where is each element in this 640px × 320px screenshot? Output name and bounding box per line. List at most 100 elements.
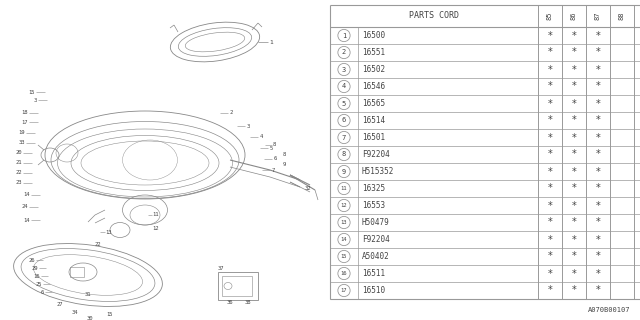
Text: *: * <box>548 285 552 295</box>
Text: 85: 85 <box>547 12 553 20</box>
Text: 16: 16 <box>340 271 348 276</box>
Text: *: * <box>548 149 552 159</box>
Text: *: * <box>596 30 600 41</box>
Text: H515352: H515352 <box>362 167 394 176</box>
Text: *: * <box>548 218 552 228</box>
Text: 16: 16 <box>33 274 40 278</box>
Text: *: * <box>572 99 577 108</box>
Bar <box>222 276 252 296</box>
Text: *: * <box>572 166 577 177</box>
Text: 7: 7 <box>272 167 275 172</box>
Text: *: * <box>572 65 577 75</box>
Text: 21: 21 <box>15 161 22 165</box>
Text: 27: 27 <box>57 302 63 308</box>
Text: 12: 12 <box>152 226 159 230</box>
Text: A50402: A50402 <box>362 252 390 261</box>
Text: *: * <box>596 201 600 211</box>
Text: 16500: 16500 <box>362 31 385 40</box>
Text: 23: 23 <box>15 180 22 186</box>
Text: *: * <box>572 116 577 125</box>
Text: 13: 13 <box>105 229 111 235</box>
Text: *: * <box>548 268 552 278</box>
Text: 15: 15 <box>340 254 348 259</box>
Text: *: * <box>572 252 577 261</box>
Text: *: * <box>572 149 577 159</box>
Text: 6: 6 <box>274 156 277 162</box>
Text: 36: 36 <box>227 300 233 305</box>
Text: 5: 5 <box>342 100 346 107</box>
Text: 32: 32 <box>305 186 312 190</box>
Text: *: * <box>572 183 577 194</box>
Text: 6: 6 <box>342 117 346 124</box>
Text: 14: 14 <box>340 237 348 242</box>
Text: 8: 8 <box>342 151 346 157</box>
Text: *: * <box>572 235 577 244</box>
Text: *: * <box>596 132 600 142</box>
Text: 1: 1 <box>269 39 273 44</box>
Text: 26: 26 <box>29 258 35 262</box>
Text: 9: 9 <box>283 163 286 167</box>
Text: 16510: 16510 <box>362 286 385 295</box>
Text: 5: 5 <box>270 146 273 150</box>
Text: 20: 20 <box>15 150 22 156</box>
Text: 86: 86 <box>571 12 577 20</box>
Text: H50479: H50479 <box>362 218 390 227</box>
Text: *: * <box>596 285 600 295</box>
Text: 25: 25 <box>35 282 42 286</box>
Text: 9: 9 <box>342 169 346 174</box>
Text: 15: 15 <box>29 90 35 94</box>
Text: 29: 29 <box>31 266 38 270</box>
Text: 37: 37 <box>218 266 225 270</box>
Text: 88: 88 <box>619 12 625 20</box>
Text: 7: 7 <box>342 134 346 140</box>
Text: 3: 3 <box>342 67 346 73</box>
Text: *: * <box>572 132 577 142</box>
Text: 12: 12 <box>340 203 348 208</box>
Text: *: * <box>596 82 600 92</box>
Text: 19: 19 <box>19 131 25 135</box>
Text: *: * <box>596 268 600 278</box>
Text: 16551: 16551 <box>362 48 385 57</box>
Text: 17: 17 <box>340 288 348 293</box>
Bar <box>70 267 84 277</box>
Text: 22: 22 <box>95 243 102 247</box>
Text: *: * <box>596 235 600 244</box>
Text: *: * <box>572 268 577 278</box>
Text: 3: 3 <box>34 98 37 102</box>
Text: 16325: 16325 <box>362 184 385 193</box>
Text: *: * <box>572 201 577 211</box>
Text: *: * <box>572 30 577 41</box>
Text: F92204: F92204 <box>362 235 390 244</box>
Text: 30: 30 <box>87 316 93 320</box>
Text: 2: 2 <box>342 50 346 55</box>
Text: 16553: 16553 <box>362 201 385 210</box>
Text: *: * <box>596 116 600 125</box>
Text: 16501: 16501 <box>362 133 385 142</box>
Text: PARTS CORD: PARTS CORD <box>409 12 459 20</box>
Text: 14: 14 <box>24 193 30 197</box>
Text: 16514: 16514 <box>362 116 385 125</box>
Text: 4: 4 <box>260 134 263 140</box>
Text: 16511: 16511 <box>362 269 385 278</box>
Text: 87: 87 <box>595 12 601 20</box>
Text: 15: 15 <box>107 313 113 317</box>
Text: 1: 1 <box>342 33 346 38</box>
Text: *: * <box>596 99 600 108</box>
Text: *: * <box>548 99 552 108</box>
Text: F92204: F92204 <box>362 150 390 159</box>
Text: *: * <box>596 65 600 75</box>
Text: *: * <box>548 252 552 261</box>
Text: 16565: 16565 <box>362 99 385 108</box>
Text: 11: 11 <box>152 212 159 218</box>
Bar <box>218 272 258 300</box>
Text: 16502: 16502 <box>362 65 385 74</box>
Text: 38: 38 <box>244 300 252 305</box>
Text: *: * <box>572 82 577 92</box>
Text: 13: 13 <box>340 220 348 225</box>
Text: 17: 17 <box>22 119 28 124</box>
Text: 2: 2 <box>230 110 233 116</box>
Text: 6: 6 <box>41 290 44 294</box>
Text: *: * <box>596 218 600 228</box>
Text: 18: 18 <box>22 110 28 116</box>
Text: 24: 24 <box>22 204 28 210</box>
